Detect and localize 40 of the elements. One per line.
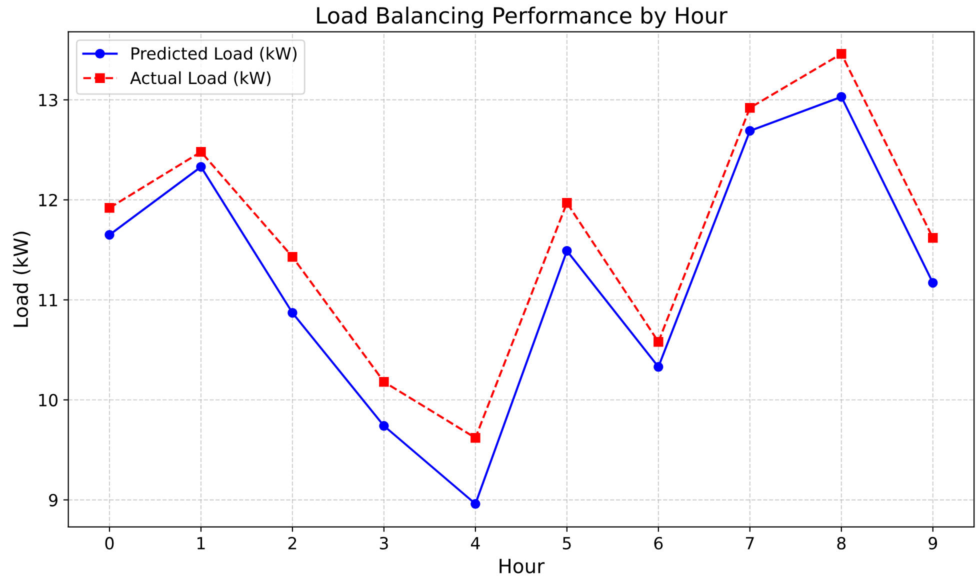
point bbox=[654, 362, 664, 372]
point bbox=[745, 126, 755, 136]
point bbox=[836, 48, 846, 59]
y-tick-label: 10 bbox=[39, 394, 58, 406]
y-tick-label: 13 bbox=[39, 94, 58, 106]
y-axis-title: Load (kW) bbox=[13, 232, 30, 327]
point bbox=[470, 433, 480, 443]
x-tick-label: 8 bbox=[837, 536, 846, 550]
x-tick-label: 0 bbox=[105, 536, 114, 550]
y-tick-label: 12 bbox=[39, 194, 57, 206]
x-tick-label: 7 bbox=[746, 537, 754, 550]
x-tick-label: 9 bbox=[928, 536, 938, 550]
x-tick-label: 3 bbox=[380, 536, 388, 550]
point bbox=[288, 308, 298, 318]
x-tick-label: 5 bbox=[562, 537, 571, 550]
x-tick-label: 4 bbox=[470, 537, 480, 550]
legend-label: Predicted Load (kW) bbox=[132, 46, 296, 62]
point bbox=[562, 198, 572, 208]
chart-title: Load Balancing Performance by Hour bbox=[317, 6, 728, 28]
legend-label: Actual Load (kW) bbox=[130, 71, 270, 86]
point bbox=[745, 102, 755, 113]
x-axis-title: Hour bbox=[500, 558, 545, 574]
point bbox=[379, 377, 389, 387]
point bbox=[104, 203, 114, 213]
point bbox=[654, 337, 664, 347]
point bbox=[928, 233, 938, 243]
point bbox=[196, 146, 206, 157]
y-tick-label: 11 bbox=[39, 294, 58, 306]
point bbox=[470, 499, 480, 509]
point bbox=[104, 230, 114, 240]
point bbox=[928, 278, 938, 288]
x-tick-label: 1 bbox=[198, 537, 205, 550]
point bbox=[379, 421, 389, 431]
x-tick-label: 2 bbox=[288, 536, 296, 550]
point bbox=[288, 252, 298, 262]
point bbox=[562, 246, 572, 256]
y-tick-label: 9 bbox=[49, 494, 58, 506]
point bbox=[836, 92, 846, 102]
x-tick-label: 6 bbox=[654, 536, 663, 550]
point bbox=[196, 162, 206, 172]
